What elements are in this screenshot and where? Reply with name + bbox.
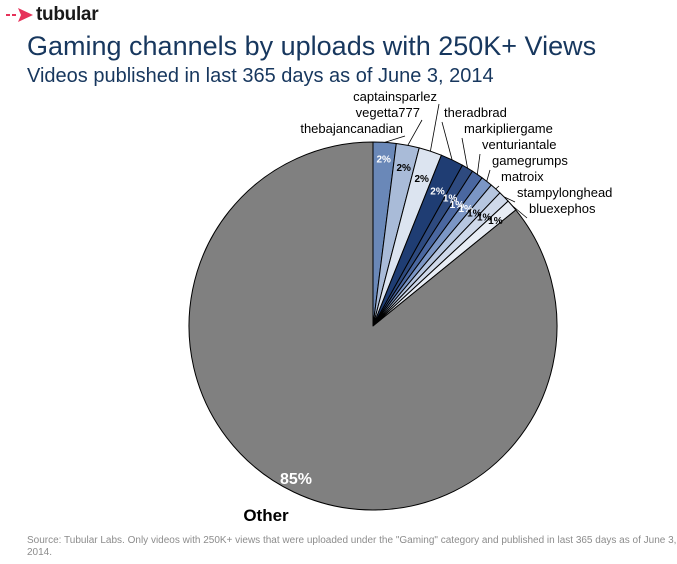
- leader-line-vegetta777: [407, 119, 423, 146]
- percent-label-gamegrumps: 1%: [458, 204, 473, 215]
- percent-label-vegetta777: 2%: [396, 163, 411, 174]
- category-label-stampylonghead: stampylonghead: [517, 185, 612, 200]
- category-label-theradbrad: theradbrad: [444, 105, 507, 120]
- percent-label-markipliergame: 1%: [443, 193, 458, 204]
- category-label-venturiantale: venturiantale: [482, 137, 556, 152]
- brand-name: tubular: [36, 4, 99, 25]
- leader-line-gamegrumps: [486, 169, 491, 182]
- leader-line-captainsparlez: [430, 103, 440, 152]
- percent-label-venturiantale: 1%: [450, 200, 465, 211]
- leader-line-markipliergame: [461, 137, 468, 169]
- percent-label-theradbrad: 2%: [430, 187, 445, 198]
- leader-line-matroix: [495, 185, 500, 190]
- category-labels: thebajancanadianvegetta777captainsparlez…: [243, 89, 612, 525]
- source-note: Source: Tubular Labs. Only videos with 2…: [27, 535, 677, 558]
- category-label-captainsparlez: captainsparlez: [353, 89, 437, 104]
- category-label-bluexephos: bluexephos: [529, 201, 596, 216]
- tubular-logo: tubular: [6, 4, 99, 26]
- percent-label-bluexephos: 1%: [488, 216, 503, 227]
- percent-labels: 2%2%2%2%1%1%1%1%1%1%85%: [280, 154, 503, 488]
- category-label-other: Other: [243, 506, 289, 525]
- category-label-matroix: matroix: [501, 169, 544, 184]
- leader-line-stampylonghead: [503, 196, 516, 203]
- percent-label-other: 85%: [280, 471, 312, 488]
- percent-label-stampylonghead: 1%: [477, 213, 492, 224]
- chart-title: Gaming channels by uploads with 250K+ Vi…: [27, 31, 597, 61]
- percent-label-captainsparlez: 2%: [414, 174, 429, 185]
- leader-lines: [384, 103, 528, 219]
- pie-slices: [188, 141, 558, 511]
- pie-slice-other: [188, 141, 558, 511]
- pie-chart: 2%2%2%2%1%1%1%1%1%1%85% thebajancanadian…: [188, 89, 612, 525]
- percent-label-thebajancanadian: 2%: [376, 154, 391, 165]
- tubular-logo-icon: [6, 8, 33, 22]
- leader-line-venturiantale: [476, 153, 481, 175]
- leader-line-theradbrad: [441, 121, 453, 161]
- chart-subtitle: Videos published in last 365 days as of …: [27, 65, 494, 87]
- category-label-thebajancanadian: thebajancanadian: [300, 121, 403, 136]
- percent-label-matroix: 1%: [467, 209, 482, 220]
- category-label-gamegrumps: gamegrumps: [492, 153, 568, 168]
- category-label-vegetta777: vegetta777: [356, 105, 420, 120]
- leader-line-thebajancanadian: [384, 135, 406, 143]
- category-label-markipliergame: markipliergame: [464, 121, 553, 136]
- leader-line-bluexephos: [511, 205, 528, 219]
